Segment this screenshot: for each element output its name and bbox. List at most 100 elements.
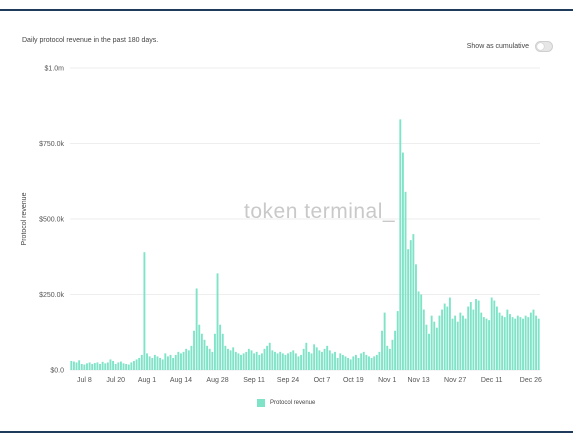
revenue-bar — [326, 345, 329, 370]
revenue-bar — [527, 317, 530, 370]
revenue-bar — [506, 309, 509, 370]
revenue-bar — [349, 359, 352, 370]
revenue-bar — [490, 297, 493, 370]
revenue-bar — [404, 191, 407, 370]
revenue-bar — [388, 348, 391, 370]
revenue-bar — [109, 359, 112, 370]
revenue-bar — [289, 351, 292, 370]
revenue-bar — [83, 364, 86, 370]
revenue-bar — [143, 252, 146, 370]
revenue-bar — [459, 312, 462, 370]
x-tick-label: Jul 8 — [77, 377, 92, 384]
revenue-bar — [200, 333, 203, 370]
cumulative-toggle-label: Show as cumulative — [466, 43, 529, 50]
bottom-frame-line — [0, 431, 573, 433]
revenue-bar — [493, 300, 496, 370]
revenue-bar — [99, 363, 101, 370]
revenue-bar — [258, 354, 261, 370]
revenue-bar — [177, 351, 180, 370]
revenue-bar — [488, 320, 491, 370]
revenue-bar — [148, 356, 151, 370]
revenue-bar — [185, 348, 188, 370]
revenue-bar — [433, 321, 436, 370]
revenue-bar — [208, 348, 211, 370]
chart-legend[interactable]: Protocol revenue — [257, 399, 315, 407]
revenue-bar — [224, 345, 227, 370]
revenue-bar — [318, 350, 321, 370]
revenue-bar — [519, 317, 522, 370]
revenue-bar — [535, 315, 538, 370]
revenue-bar — [169, 354, 172, 370]
revenue-bar — [172, 357, 175, 370]
x-tick-label: Aug 1 — [138, 377, 156, 384]
revenue-bar — [80, 363, 83, 370]
revenue-bar — [511, 317, 514, 370]
revenue-bar — [159, 357, 162, 370]
revenue-bar — [297, 356, 300, 370]
revenue-bar — [114, 363, 117, 370]
revenue-bar — [237, 353, 240, 370]
x-tick-label: Jul 20 — [106, 377, 125, 384]
revenue-bar — [331, 353, 334, 370]
revenue-bar — [216, 273, 219, 370]
revenue-bar — [524, 315, 527, 370]
revenue-bar — [174, 354, 177, 370]
revenue-bar — [321, 351, 323, 370]
revenue-bar — [247, 348, 250, 370]
revenue-bar — [232, 347, 235, 370]
revenue-bar — [213, 333, 216, 370]
y-tick-label: $0.0 — [50, 368, 64, 375]
revenue-bar — [274, 351, 276, 370]
revenue-bar — [161, 359, 164, 370]
revenue-bar — [394, 330, 397, 370]
revenue-bar — [375, 354, 378, 370]
x-tick-label: Nov 27 — [444, 377, 466, 384]
revenue-bar — [378, 351, 381, 370]
revenue-bar — [166, 356, 169, 370]
revenue-bar — [93, 363, 96, 370]
revenue-bar — [279, 351, 282, 370]
y-axis-title: Protocol revenue — [21, 192, 28, 245]
revenue-bar — [219, 324, 222, 370]
revenue-bar — [133, 360, 135, 370]
revenue-bar — [203, 339, 206, 370]
revenue-bar — [469, 302, 472, 370]
revenue-bar — [135, 359, 138, 370]
revenue-bar — [409, 240, 412, 370]
revenue-bar — [268, 342, 271, 370]
revenue-bar — [151, 357, 154, 370]
revenue-bar — [198, 324, 201, 370]
revenue-bar — [86, 363, 88, 370]
revenue-bar — [263, 348, 266, 370]
revenue-bar — [537, 318, 540, 370]
revenue-bar — [253, 353, 256, 370]
revenue-bar — [498, 312, 501, 370]
revenue-bar — [462, 315, 464, 370]
revenue-bar — [271, 350, 274, 370]
revenue-bar — [140, 354, 143, 370]
revenue-bar — [88, 362, 91, 370]
revenue-bar — [313, 344, 316, 370]
revenue-bar — [360, 353, 363, 370]
revenue-bar — [234, 351, 237, 370]
revenue-bar — [529, 312, 532, 370]
revenue-bar — [365, 354, 368, 370]
revenue-bar — [328, 350, 331, 370]
revenue-bar — [341, 354, 344, 370]
cumulative-toggle-group[interactable]: Show as cumulative — [467, 41, 553, 52]
x-tick-label: Sep 11 — [243, 377, 265, 384]
revenue-bar — [180, 353, 182, 370]
revenue-bar — [130, 362, 133, 370]
revenue-bar — [357, 357, 360, 370]
revenue-bar — [422, 309, 425, 370]
revenue-bar — [229, 350, 232, 370]
revenue-bar — [381, 330, 383, 370]
cumulative-toggle[interactable] — [535, 41, 553, 52]
revenue-bar — [153, 354, 156, 370]
revenue-bar — [187, 350, 190, 370]
revenue-bar — [480, 312, 483, 370]
revenue-bar — [146, 353, 148, 370]
revenue-bar — [245, 351, 248, 370]
revenue-bar — [138, 357, 141, 370]
revenue-bar — [101, 361, 104, 370]
